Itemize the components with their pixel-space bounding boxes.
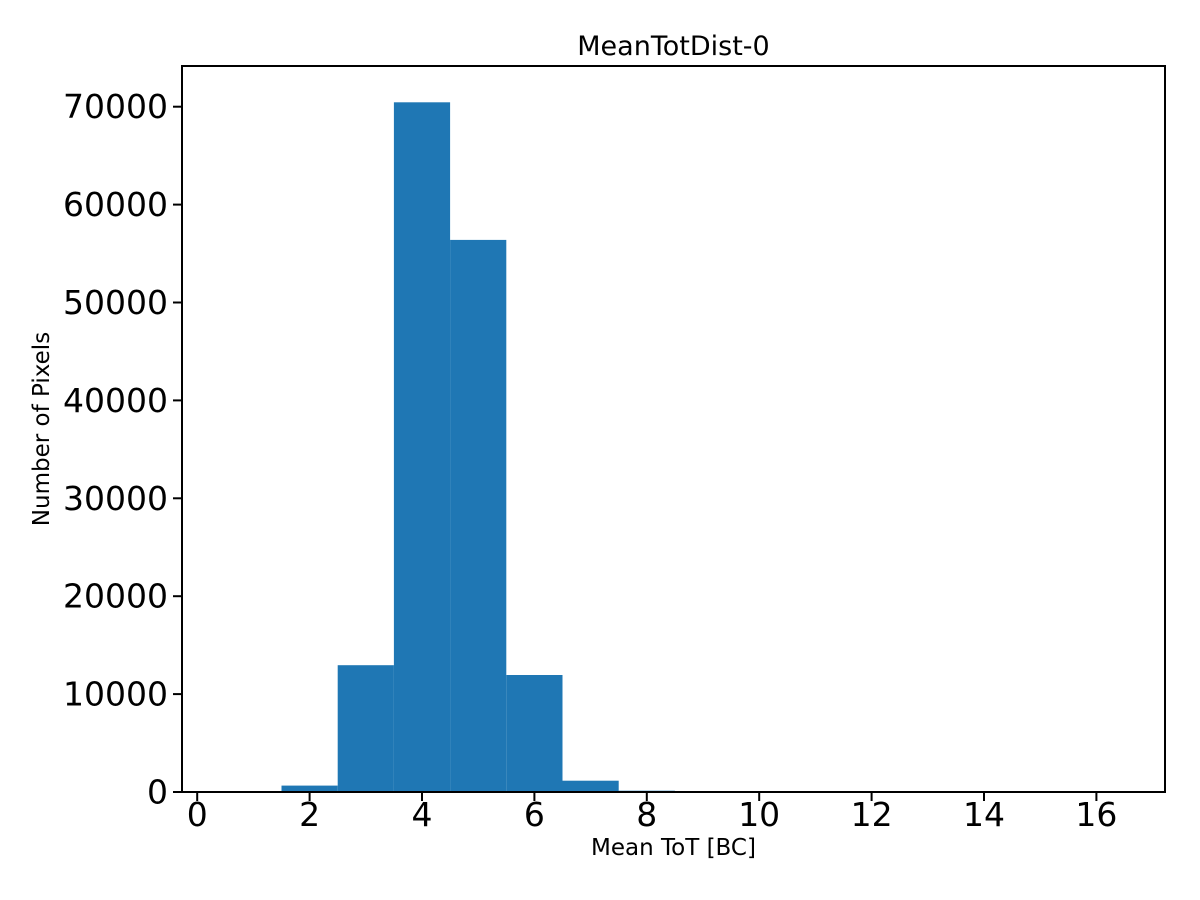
y-tick-label: 40000 (63, 381, 168, 420)
x-tick-label: 14 (963, 795, 1005, 834)
x-axis-label: Mean ToT [BC] (591, 835, 756, 861)
x-tick-label: 8 (636, 795, 657, 834)
y-tick-label: 70000 (63, 87, 168, 126)
y-tick-label: 0 (147, 773, 168, 812)
chart-title: MeanTotDist-0 (577, 31, 770, 62)
x-tick-label: 4 (412, 795, 433, 834)
histogram-bar-3 (337, 665, 394, 792)
y-tick-label: 10000 (63, 675, 168, 714)
x-tick-label: 16 (1075, 795, 1117, 834)
histogram-bar-6 (506, 675, 563, 792)
y-tick-label: 30000 (63, 479, 168, 518)
x-tick-label: 12 (851, 795, 893, 834)
y-tick-label: 20000 (63, 577, 168, 616)
plot-border (181, 65, 1166, 793)
histogram-bar-7 (562, 780, 619, 792)
y-axis-label: Number of Pixels (29, 331, 55, 527)
x-tick-label: 2 (299, 795, 320, 834)
y-tick-label: 50000 (63, 283, 168, 322)
y-tick-label: 60000 (63, 185, 168, 224)
x-tick-label: 6 (524, 795, 545, 834)
x-tick-label: 0 (187, 795, 208, 834)
histogram-bar-5 (450, 239, 507, 792)
histogram-bar-4 (393, 102, 451, 793)
histogram-bar-2 (281, 785, 338, 792)
x-tick-label: 10 (738, 795, 780, 834)
